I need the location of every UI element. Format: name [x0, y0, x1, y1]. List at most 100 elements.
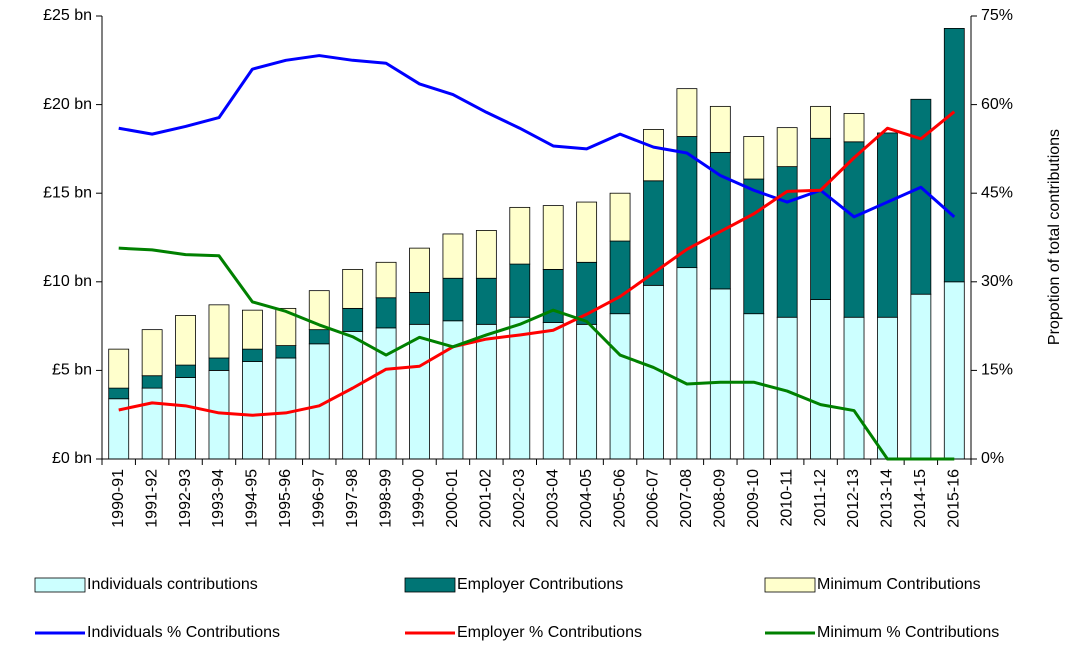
bar-segment [843, 141, 865, 318]
legend-label: Employer % Contributions [457, 624, 642, 641]
x-tick-label: 2015-16 [946, 469, 963, 528]
x-tick-label: 2003-04 [544, 469, 561, 528]
bar-segment [709, 288, 731, 460]
legend-swatch [34, 577, 86, 593]
line-series [118, 54, 956, 219]
legend-swatch [764, 577, 816, 593]
bar-segment [843, 113, 865, 143]
bar-segment [709, 152, 731, 290]
y2-axis-label: Propotion of total contributions [1046, 129, 1063, 345]
x-tick-label: 1997-98 [344, 469, 361, 528]
bar-segment [275, 307, 297, 346]
legend-label: Minimum Contributions [817, 576, 981, 593]
legend-label: Individuals % Contributions [87, 624, 280, 641]
bar-segment [877, 132, 898, 318]
x-tick-label: 2000-01 [444, 469, 461, 528]
bar-segment [342, 331, 364, 460]
bar-segment [877, 316, 898, 460]
bar-segment [475, 277, 497, 325]
bar-segment [810, 137, 831, 300]
y2-tick-label: 75% [981, 7, 1013, 24]
bar-segment [275, 357, 297, 460]
x-tick-label: 1996-97 [310, 469, 327, 528]
x-tick-label: 1998-99 [377, 469, 394, 528]
legend-label: Employer Contributions [457, 576, 623, 593]
legend-label: Minimum % Contributions [817, 624, 999, 641]
line-series [118, 246, 955, 461]
bar-segment [242, 309, 263, 350]
bar-segment [442, 233, 464, 279]
bar-segment [542, 322, 564, 460]
bar-segment [208, 357, 230, 371]
y-tick-label: £15 bn [43, 184, 92, 201]
bar-segment [810, 299, 831, 460]
bar-segment [910, 293, 932, 460]
bar-segment [509, 316, 531, 460]
x-tick-label: 2013-14 [879, 469, 896, 528]
bar-segment [643, 129, 664, 182]
bar-segment [743, 136, 765, 180]
bar-segment [342, 307, 364, 332]
bar-segment [609, 313, 631, 460]
x-tick-label: 1992-93 [177, 469, 194, 528]
bar-segment [375, 297, 397, 329]
y-tick-label: £5 bn [52, 362, 92, 379]
bar-segment [676, 267, 698, 460]
y2-tick-label: 30% [981, 273, 1013, 290]
x-tick-label: 2010-11 [778, 469, 795, 527]
bar-segment [175, 315, 196, 366]
bar-segment [743, 313, 765, 460]
y-tick-label: £25 bn [43, 7, 92, 24]
bar-segment [943, 281, 965, 460]
bar-segment [141, 375, 163, 389]
bar-segment [475, 230, 497, 279]
x-tick-label: 1995-96 [277, 469, 294, 528]
bar-segment [509, 206, 531, 265]
bar-segment [676, 88, 698, 137]
bar-segment [275, 345, 297, 359]
y2-tick-label: 15% [981, 362, 1013, 379]
bar-segment [576, 201, 598, 263]
bar-segment [175, 377, 196, 460]
bar-segment [409, 247, 430, 293]
legend-label: Individuals contributions [87, 576, 258, 593]
bar-segment [743, 178, 765, 315]
bar-segment [442, 277, 464, 322]
bar-segment [609, 192, 631, 242]
x-tick-label: 2014-15 [912, 469, 929, 528]
bar-segment [242, 361, 263, 460]
bar-segment [576, 323, 598, 460]
line-series [118, 110, 956, 417]
bar-segment [943, 28, 965, 283]
bar-segment [375, 261, 397, 299]
bar-segment [509, 263, 531, 318]
y-tick-label: £10 bn [43, 273, 92, 290]
x-tick-label: 2004-05 [578, 469, 595, 528]
bar-segment [141, 387, 163, 460]
bar-segment [175, 364, 196, 378]
bar-segment [910, 98, 932, 295]
bar-segment [342, 268, 364, 309]
bar-segment [108, 348, 130, 389]
bar-segment [475, 323, 497, 460]
x-tick-label: 2006-07 [645, 469, 662, 528]
x-tick-label: 2005-06 [611, 469, 628, 528]
x-tick-label: 1990-91 [110, 469, 127, 528]
legend-swatch [404, 577, 456, 593]
x-tick-label: 2012-13 [845, 469, 862, 528]
y2-tick-label: 0% [981, 450, 1004, 467]
x-tick-label: 2002-03 [511, 469, 528, 528]
bar-segment [242, 348, 263, 362]
bar-segment [308, 329, 330, 345]
bar-segment [409, 292, 430, 325]
y2-tick-label: 60% [981, 96, 1013, 113]
bar-segment [375, 327, 397, 460]
bar-segment [542, 205, 564, 270]
bar-segment [776, 166, 798, 318]
bar-segment [709, 105, 731, 153]
bar-segment [108, 387, 130, 400]
bar-segment [843, 316, 865, 460]
x-tick-label: 1993-94 [210, 469, 227, 528]
bar-segment [409, 323, 430, 460]
bar-segment [442, 320, 464, 460]
